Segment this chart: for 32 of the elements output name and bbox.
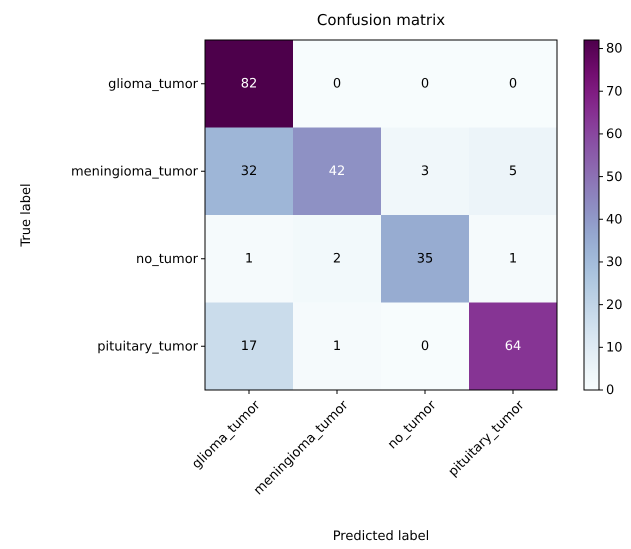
y-tick-label: no_tumor	[136, 252, 199, 267]
y-axis-title: True label	[19, 183, 34, 248]
color-bar-label: 30	[606, 255, 623, 270]
data-label: 1	[244, 251, 254, 266]
data-label: 42	[328, 164, 346, 179]
y-tick-label: pituitary_tumor	[97, 339, 199, 354]
data-label: 82	[240, 76, 258, 92]
data-label: 32	[240, 164, 258, 179]
y-tick-label: glioma_tumor	[108, 76, 199, 92]
data-label: 5	[508, 164, 518, 179]
color-bar-label: 20	[606, 298, 623, 313]
data-label: 1	[508, 251, 518, 266]
color-bar-label: 0	[606, 383, 614, 398]
data-label: 0	[420, 76, 430, 92]
data-label: 17	[240, 338, 258, 354]
data-label: 35	[416, 251, 434, 266]
color-bar-label: 50	[606, 170, 623, 185]
data-label: 0	[508, 76, 518, 92]
chart-title: Confusion matrix	[316, 11, 446, 29]
data-label: 0	[332, 76, 342, 92]
data-label: 2	[332, 251, 342, 266]
y-tick-label: meningioma_tumor	[71, 164, 199, 180]
color-bar-label: 60	[606, 127, 623, 142]
color-bar-label: 70	[606, 84, 623, 100]
x-axis-title: Predicted label	[332, 529, 430, 544]
color-bar-label: 80	[606, 42, 623, 57]
color-bar-label: 40	[606, 212, 623, 228]
data-label: 64	[504, 338, 522, 354]
data-label: 1	[332, 338, 342, 354]
data-label: 3	[420, 164, 430, 179]
data-label: 0	[420, 338, 430, 354]
color-bar-label: 10	[606, 340, 623, 356]
